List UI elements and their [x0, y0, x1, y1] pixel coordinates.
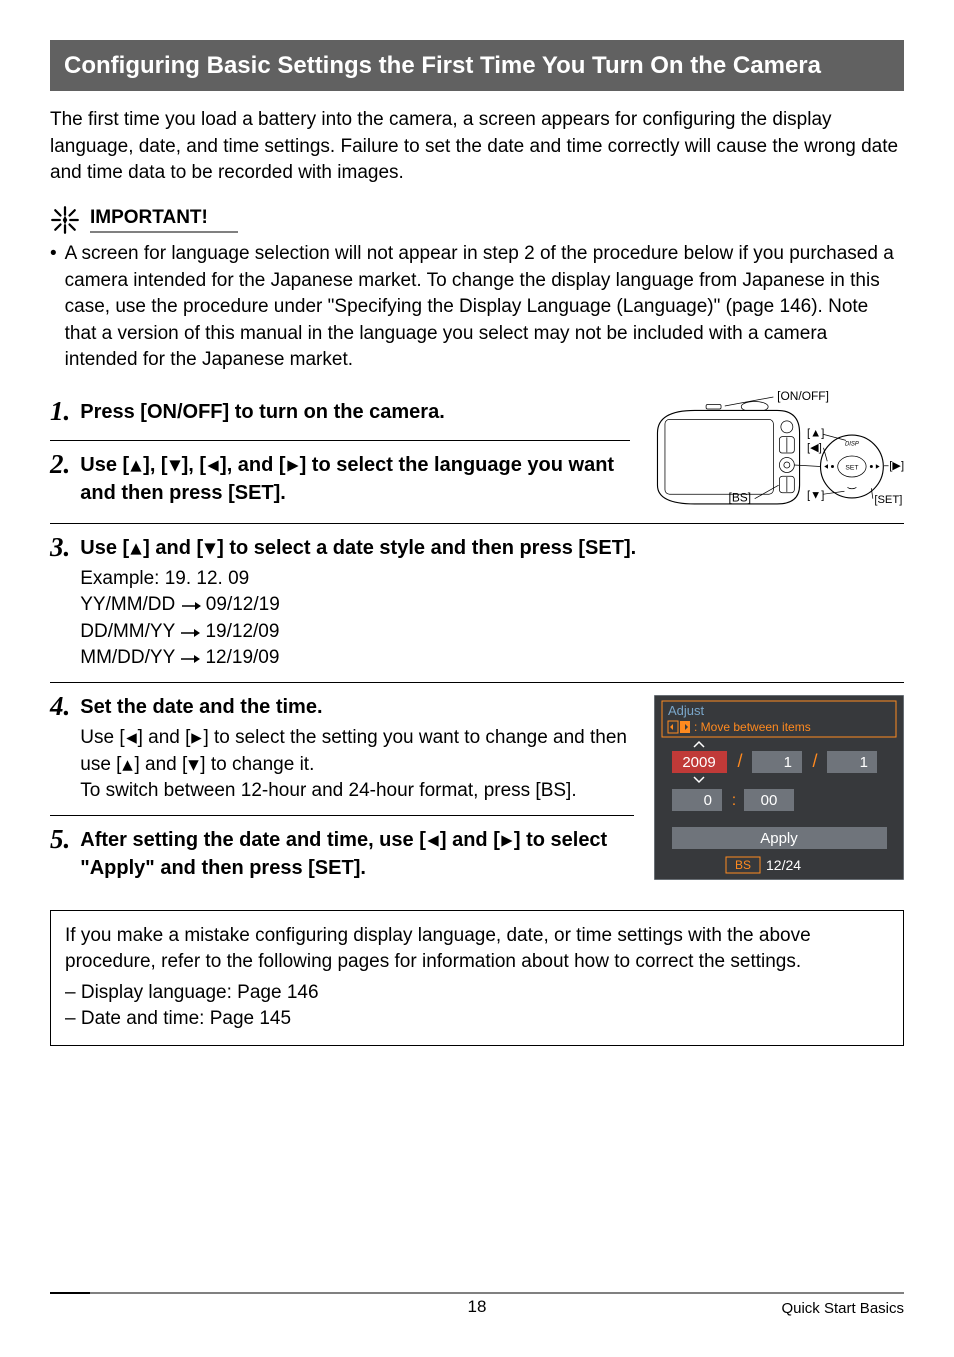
arrow-right-icon [180, 628, 200, 638]
step-5-title: After setting the date and time, use [ ] … [80, 826, 634, 882]
s3-post: ] to select a date style and then press … [217, 537, 636, 559]
s3-l3b: 12/19/09 [200, 647, 279, 668]
right-label: [▶] [889, 460, 904, 472]
step-5-num: 5. [50, 826, 70, 853]
important-text: A screen for language selection will not… [65, 241, 904, 374]
bs-label: [BS] [728, 491, 751, 505]
down-label: [▼] [807, 490, 824, 502]
adjust-apply: Apply [760, 830, 798, 847]
step-2-title: Use [], [], [], and [] to select the lan… [80, 451, 629, 507]
adjust-day: 1 [860, 754, 868, 771]
adjust-min: 00 [761, 792, 778, 809]
footer-section: Quick Start Basics [781, 1300, 904, 1317]
up-label: [▲] [807, 428, 824, 440]
step-3: 3. Use [ ] and [ ] to select a date style … [50, 523, 904, 682]
step-3-title: Use [ ] and [ ] to select a date style and… [80, 534, 904, 562]
step-3-num: 3. [50, 534, 70, 561]
step-1-title: Press [ON/OFF] to turn on the camera. [80, 398, 629, 426]
triangle-right-icon [190, 732, 203, 745]
adjust-title: Adjust [668, 703, 705, 718]
s3-pre: Use [ [80, 537, 129, 559]
triangle-left-icon [426, 834, 440, 848]
step-2-num: 2. [50, 451, 70, 478]
important-bullet: • A screen for language selection will n… [50, 241, 904, 374]
s3-l2b: 19/12/09 [200, 621, 279, 642]
camera-diagram: [ON/OFF] [BS] SET DISP [650, 388, 904, 523]
page-footer: 18 Quick Start Basics [50, 1292, 904, 1317]
important-label: IMPORTANT! [90, 207, 238, 233]
step-1-num: 1. [50, 398, 70, 425]
s5-t1: After setting the date and time, use [ [80, 829, 426, 851]
step-4-p1: Use [] and [] to select the setting you … [80, 725, 634, 778]
s3-l1b: 09/12/19 [201, 594, 280, 615]
step-2: 2. Use [], [], [], and [] to select the … [50, 440, 630, 521]
arrow-right-icon [181, 601, 201, 611]
note-item-2: Date and time: Page 145 [65, 1006, 889, 1033]
footer-accent [50, 1292, 90, 1294]
triangle-right-icon [500, 834, 514, 848]
s3-l1a: YY/MM/DD [80, 594, 180, 615]
s3-l2a: DD/MM/YY [80, 621, 180, 642]
set-label: [SET] [874, 494, 902, 506]
s2-m3: ], and [ [220, 454, 286, 476]
adjust-colon: : [732, 792, 736, 809]
adjust-sep1: / [737, 751, 742, 771]
note-box: If you make a mistake configuring displa… [50, 910, 904, 1046]
triangle-down-icon [168, 459, 182, 473]
left-label: [◀] [807, 442, 822, 454]
page-number: 18 [468, 1297, 487, 1317]
step-3-l1: YY/MM/DD 09/12/19 [80, 592, 904, 619]
burst-icon [50, 205, 80, 235]
step-3-l2: DD/MM/YY 19/12/09 [80, 619, 904, 646]
bullet-dot: • [50, 241, 57, 374]
adjust-screen: Adjust : Move between items 2009 / 1 / 1… [654, 695, 904, 880]
step-4: 4. Set the date and the time. Use [ ] and… [50, 683, 634, 815]
s4-p1d: ] and [ [134, 754, 187, 775]
step-4-p2: To switch between 12-hour and 24-hour fo… [80, 778, 634, 805]
step-5: 5. After setting the date and time, use … [50, 815, 634, 896]
triangle-up-icon [129, 542, 143, 556]
section-header: Configuring Basic Settings the First Tim… [50, 40, 904, 91]
triangle-left-icon [206, 459, 220, 473]
set-inner: SET [845, 464, 858, 471]
adjust-sep2: / [812, 751, 817, 771]
s4-p1a: Use [ [80, 727, 124, 748]
important-row: IMPORTANT! [50, 205, 904, 235]
s3-mid: ] and [ [143, 537, 203, 559]
adjust-format: 12/24 [766, 857, 801, 873]
adjust-hint: : Move between items [694, 720, 811, 734]
adjust-hour: 0 [704, 792, 712, 809]
arrow-right-icon [180, 654, 200, 664]
triangle-down-icon [203, 542, 217, 556]
triangle-up-icon [121, 759, 134, 772]
adjust-year: 2009 [682, 754, 715, 771]
intro-paragraph: The first time you load a battery into t… [50, 107, 904, 187]
step-4-title: Set the date and the time. [80, 693, 634, 721]
step-3-l3: MM/DD/YY 12/19/09 [80, 645, 904, 672]
s2-m1: ], [ [143, 454, 167, 476]
triangle-left-icon [125, 732, 138, 745]
s2-m2: ], [ [182, 454, 206, 476]
triangle-up-icon [129, 459, 143, 473]
disp-label: DISP [845, 442, 859, 448]
s4-p1e: ] to change it. [200, 754, 314, 775]
s3-l3a: MM/DD/YY [80, 647, 180, 668]
onoff-label: [ON/OFF] [777, 389, 829, 403]
triangle-down-icon [187, 759, 200, 772]
s4-p1b: ] and [ [138, 727, 191, 748]
note-intro: If you make a mistake configuring displa… [65, 923, 889, 976]
triangle-right-icon [286, 459, 300, 473]
adjust-month: 1 [784, 754, 792, 771]
s5-t2: ] and [ [440, 829, 500, 851]
adjust-bs: BS [735, 858, 751, 872]
step-3-example: Example: 19. 12. 09 [80, 566, 904, 593]
step-4-num: 4. [50, 693, 70, 720]
s2-pre: Use [ [80, 454, 129, 476]
step-1: 1. Press [ON/OFF] to turn on the camera. [50, 388, 630, 440]
note-item-1: Display language: Page 146 [65, 980, 889, 1007]
